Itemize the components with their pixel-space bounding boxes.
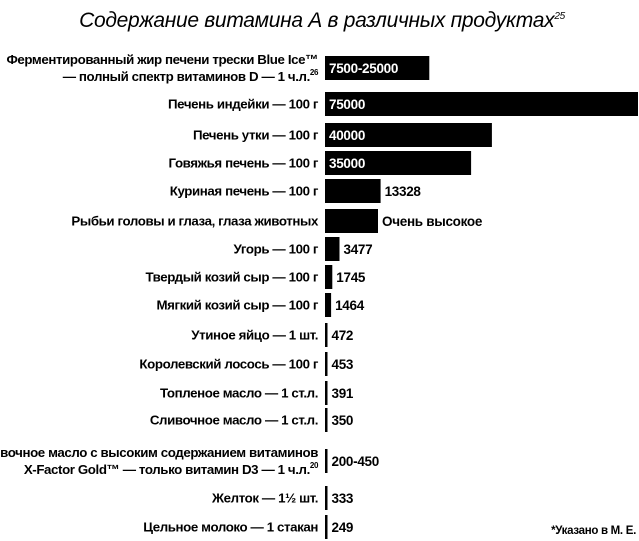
bar — [325, 237, 340, 261]
bar — [325, 486, 328, 510]
chart-title: Содержание витамина А в различных продук… — [79, 9, 565, 32]
category-label: Мягкий козий сыр — 100 г — [156, 298, 318, 313]
category-label: Топленое масло — 1 ст.л. — [160, 386, 318, 401]
value-label: 1745 — [336, 270, 366, 285]
category-label: Сливочное масло с высоким содержанием ви… — [0, 445, 318, 460]
bar — [325, 92, 638, 116]
category-label: Печень утки — 100 г — [193, 128, 319, 143]
bar — [325, 179, 381, 203]
bar — [325, 265, 333, 289]
bar — [325, 515, 328, 539]
value-label: 40000 — [329, 128, 365, 143]
value-label: 200-450 — [332, 454, 379, 469]
bar — [325, 209, 378, 233]
units-note: *Указано в М. Е. — [551, 525, 636, 537]
category-label: Рыбьи головы и глаза, глаза животных — [71, 214, 319, 229]
bar — [325, 381, 328, 405]
value-label: 453 — [332, 357, 354, 372]
value-label: 35000 — [329, 156, 365, 171]
category-label: Говяжья печень — 100 г — [168, 156, 318, 171]
value-label: 75000 — [329, 97, 365, 112]
category-label: Цельное молоко — 1 стакан — [143, 520, 318, 535]
value-label: 391 — [332, 386, 354, 401]
category-label: Королевский лосось — 100 г — [139, 357, 318, 372]
category-label: Сливочное масло — 1 ст.л. — [150, 413, 318, 428]
category-label: Утиное яйцо — 1 шт. — [191, 328, 318, 343]
category-label: Печень индейки — 100 г — [168, 97, 319, 112]
category-label: Желток — 1½ шт. — [211, 491, 318, 506]
value-label: 1464 — [335, 298, 365, 313]
category-label: Куриная печень — 100 г — [170, 184, 319, 199]
category-label: Ферментированный жир печени трески Blue … — [6, 52, 318, 67]
bar — [325, 449, 328, 473]
value-label: 7500-25000 — [329, 61, 398, 76]
value-label: 249 — [332, 520, 354, 535]
value-label: 350 — [332, 413, 354, 428]
bar — [325, 352, 328, 376]
category-label: Угорь — 100 г — [234, 242, 319, 257]
bar — [325, 323, 328, 347]
bar — [325, 293, 332, 317]
bar — [325, 408, 328, 432]
bar — [325, 56, 430, 80]
value-label: 333 — [332, 491, 354, 506]
value-label: Очень высокое — [382, 214, 483, 229]
category-label: — полный спектр витаминов D — 1 ч.л.26 — [63, 68, 319, 84]
value-label: 13328 — [385, 184, 422, 199]
value-label: 472 — [332, 328, 354, 343]
category-label: Твердый козий сыр — 100 г — [145, 270, 318, 285]
category-label: X-Factor Gold™ — только витамин D3 — 1 ч… — [24, 461, 319, 477]
bar — [325, 151, 472, 175]
value-label: 3477 — [344, 242, 373, 257]
bar — [325, 123, 492, 147]
